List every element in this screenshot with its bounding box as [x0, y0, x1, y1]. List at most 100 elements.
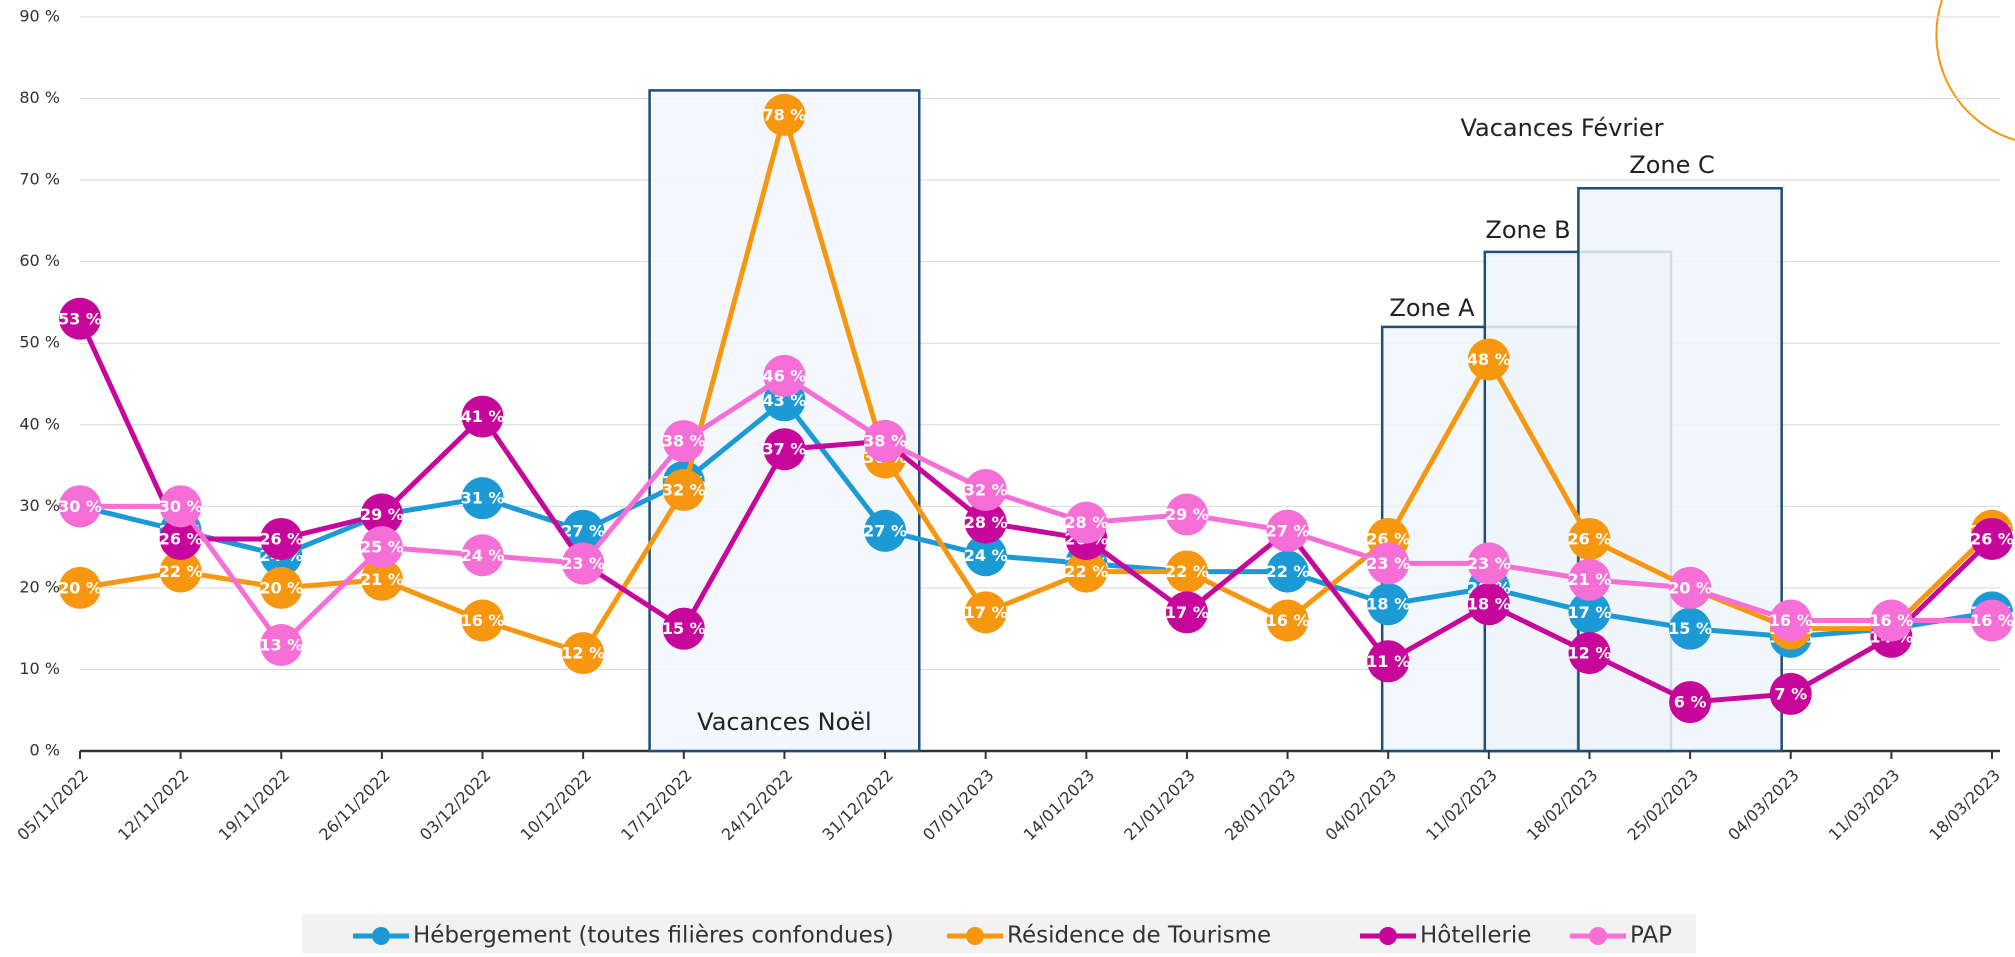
y-tick-label: 20 %: [19, 577, 60, 596]
legend-marker: [372, 927, 390, 945]
data-label: 7 %: [1774, 684, 1807, 703]
data-label: 16 %: [461, 611, 505, 630]
marker: [1568, 632, 1611, 675]
data-label: 11 %: [1366, 652, 1410, 671]
x-tick-label: 17/12/2022: [617, 766, 696, 845]
data-label: 23 %: [561, 554, 605, 573]
data-label: 26 %: [159, 529, 203, 548]
data-label: 26 %: [259, 529, 303, 548]
data-label: 29 %: [1165, 505, 1209, 524]
y-tick-label: 40 %: [19, 414, 60, 433]
marker: [662, 607, 705, 650]
marker: [1165, 493, 1208, 536]
x-tick-label: 25/02/2023: [1623, 766, 1702, 845]
marker: [864, 509, 907, 552]
data-label: 15 %: [1668, 619, 1712, 638]
marker: [461, 534, 504, 577]
x-tick-label: 07/01/2023: [919, 766, 998, 845]
legend-label: Hôtellerie: [1420, 923, 1531, 949]
data-label: 17 %: [1165, 603, 1209, 622]
data-label: 22 %: [1165, 562, 1209, 581]
x-tick-label: 03/12/2022: [416, 766, 495, 845]
y-tick-label: 60 %: [19, 251, 60, 270]
marker: [360, 526, 403, 569]
marker: [461, 477, 504, 520]
marker: [1870, 599, 1913, 642]
marker: [662, 469, 705, 512]
legend-marker: [1589, 927, 1607, 945]
marker: [1568, 517, 1611, 560]
x-tick-label: 28/01/2023: [1221, 766, 1300, 845]
data-label: 13 %: [259, 635, 303, 654]
x-tick-label: 31/12/2022: [818, 766, 897, 845]
data-label: 37 %: [762, 440, 806, 459]
marker: [1266, 509, 1309, 552]
marker: [1568, 591, 1611, 634]
data-label: 25 %: [360, 538, 404, 557]
marker: [260, 517, 303, 560]
annotation: Vacances Noël: [697, 708, 872, 736]
marker: [159, 550, 202, 593]
marker: [1165, 550, 1208, 593]
marker: [461, 395, 504, 438]
data-label: 21 %: [1568, 570, 1612, 589]
data-label: 31 %: [461, 489, 505, 508]
legend-marker: [966, 927, 984, 945]
marker: [763, 93, 806, 136]
data-label: 78 %: [762, 105, 806, 124]
x-tick-label: 18/02/2023: [1523, 766, 1602, 845]
data-label: 41 %: [461, 407, 505, 426]
x-tick-label: 04/02/2023: [1322, 766, 1401, 845]
data-label: 46 %: [762, 366, 806, 385]
marker: [1669, 566, 1712, 609]
marker: [1669, 607, 1712, 650]
annotation: Zone B: [1485, 216, 1570, 244]
marker: [260, 566, 303, 609]
marker: [864, 420, 907, 463]
y-tick-label: 80 %: [19, 88, 60, 107]
legend-label: Hébergement (toutes filières confondues): [413, 923, 894, 949]
data-label: 16 %: [1869, 611, 1913, 630]
x-tick-label: 26/11/2022: [315, 766, 394, 845]
marker: [1568, 558, 1611, 601]
data-label: 30 %: [159, 497, 203, 516]
data-label: 38 %: [662, 432, 706, 451]
data-label: 12 %: [1568, 644, 1612, 663]
annotation: Vacances Février: [1460, 114, 1663, 142]
x-tick-label: 11/02/2023: [1422, 766, 1501, 845]
y-tick-label: 0 %: [30, 741, 60, 760]
x-tick-label: 10/12/2022: [517, 766, 596, 845]
data-label: 26 %: [1366, 529, 1410, 548]
data-label: 32 %: [964, 481, 1008, 500]
legend-label: PAP: [1630, 923, 1672, 949]
decor-arc: [1935, 0, 2015, 141]
data-label: 20 %: [259, 578, 303, 597]
x-tick-label: 24/12/2022: [718, 766, 797, 845]
marker: [1367, 583, 1410, 626]
marker: [562, 632, 605, 675]
data-label: 53 %: [58, 309, 102, 328]
data-label: 29 %: [360, 505, 404, 524]
marker: [1367, 640, 1410, 683]
data-label: 48 %: [1467, 350, 1511, 369]
data-label: 27 %: [1266, 521, 1310, 540]
data-label: 23 %: [1467, 554, 1511, 573]
marker: [159, 485, 202, 528]
data-label: 28 %: [1064, 513, 1108, 532]
marker: [159, 517, 202, 560]
marker: [763, 354, 806, 397]
data-label: 16 %: [1769, 611, 1813, 630]
data-label: 12 %: [561, 644, 605, 663]
x-tick-label: 04/03/2023: [1724, 766, 1803, 845]
marker: [59, 566, 101, 609]
x-tick-label: 05/11/2022: [13, 766, 92, 845]
marker: [562, 509, 605, 552]
data-label: 16 %: [1970, 611, 2014, 630]
annotation: Zone C: [1629, 151, 1715, 179]
period-box: [1577, 187, 1783, 753]
y-tick-label: 50 %: [19, 333, 60, 352]
annotation: Zone A: [1389, 294, 1475, 322]
y-tick-label: 10 %: [19, 659, 60, 678]
marker: [964, 469, 1007, 512]
